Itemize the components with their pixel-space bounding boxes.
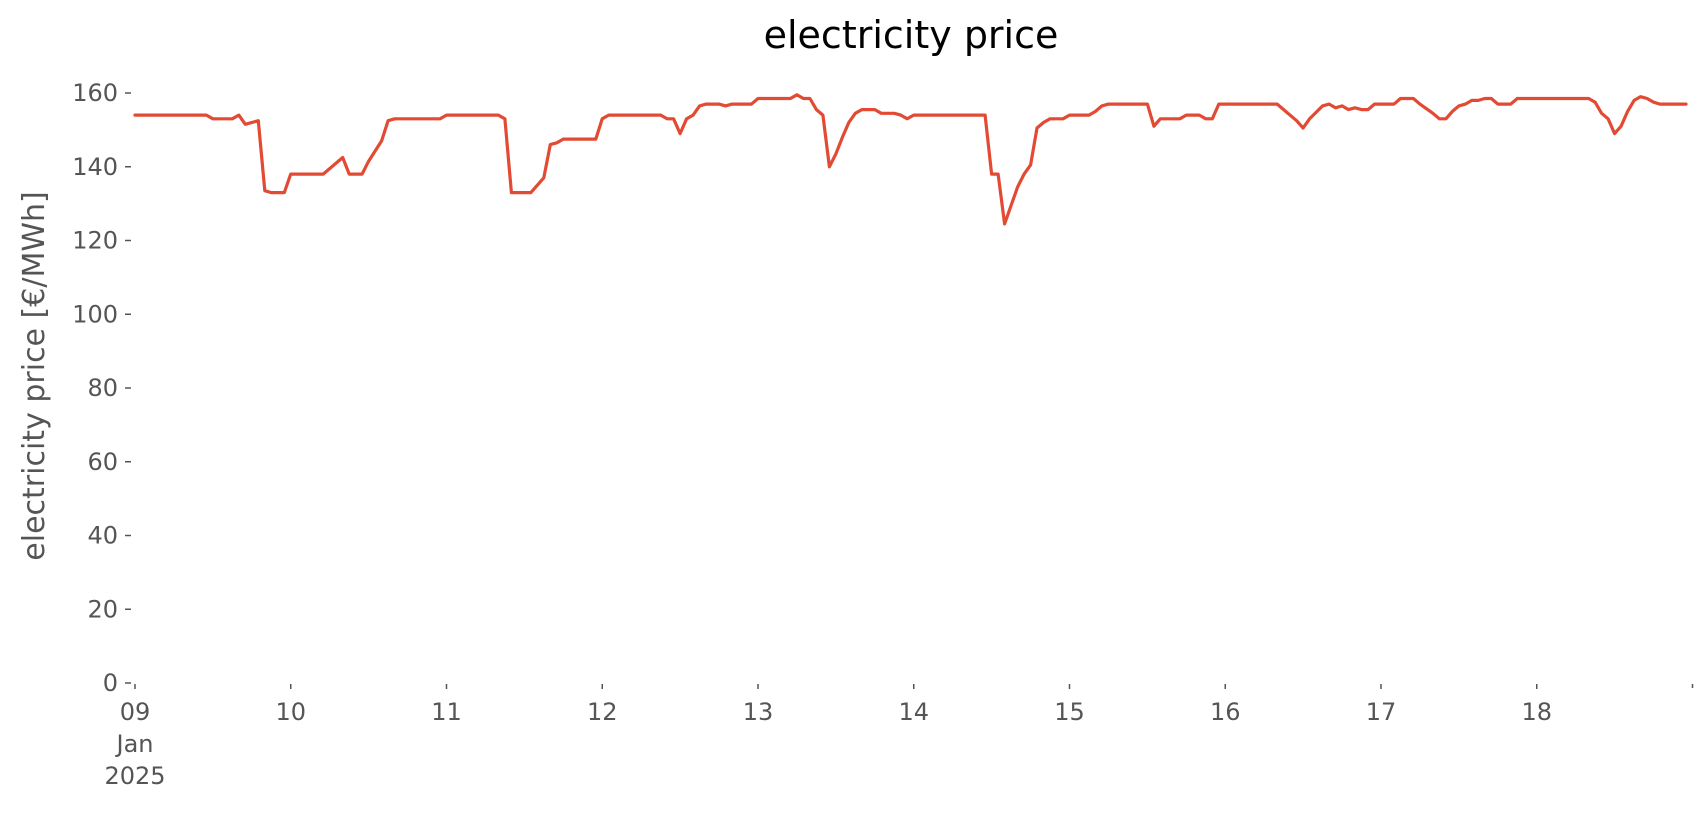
x-tick-label: 09 (120, 698, 151, 726)
x-tick-label: 16 (1210, 698, 1241, 726)
y-tick-label: 40 (87, 522, 118, 550)
y-axis: 0 20 40 60 80 100 120 140 160 (72, 79, 131, 697)
x-tick-label: 2025 (104, 762, 165, 790)
x-tick-label: 18 (1521, 698, 1552, 726)
x-tick-label: 14 (898, 698, 929, 726)
series-line (133, 93, 1688, 226)
x-axis: 09 Jan 2025 10 11 12 13 14 15 16 17 18 (104, 684, 1694, 790)
x-tick-label: Jan (115, 730, 154, 758)
x-tick-label: 17 (1366, 698, 1397, 726)
chart-title: electricity price (764, 13, 1059, 57)
y-axis-label: electricity price [€/MWh] (17, 191, 52, 560)
x-tick-label: 15 (1054, 698, 1085, 726)
y-tick-label: 20 (87, 595, 118, 623)
y-tick-label: 140 (72, 153, 118, 181)
y-tick-label: 120 (72, 227, 118, 255)
y-tick-label: 100 (72, 300, 118, 328)
x-tick-label: 12 (587, 698, 618, 726)
y-tick-label: 80 (87, 374, 118, 402)
y-tick-label: 160 (72, 79, 118, 107)
x-tick-label: 13 (743, 698, 774, 726)
y-tick-label: 60 (87, 448, 118, 476)
series-group (133, 93, 1688, 226)
y-tick-label: 0 (103, 669, 118, 697)
x-tick-label: 11 (431, 698, 462, 726)
x-tick-label: 10 (275, 698, 306, 726)
